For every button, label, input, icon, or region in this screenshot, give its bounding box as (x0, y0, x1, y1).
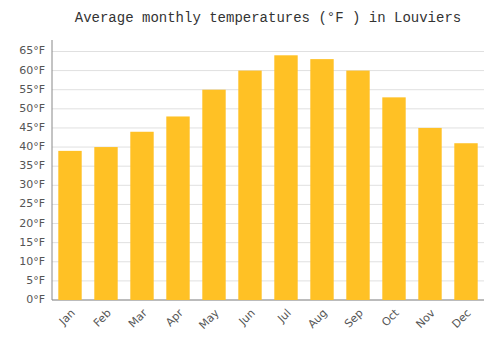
bar (94, 147, 117, 300)
grid-line (52, 51, 484, 52)
y-grid (52, 51, 484, 300)
chart-svg: 0°F 5°F 10°F 15°F 20°F 25°F 30°F 35°F 40°F 45°F 50… (0, 0, 500, 350)
chart-title: Average monthly temperatures (°F ) in Lo… (75, 10, 461, 26)
x-tick-label: Apr (163, 306, 186, 329)
bar (346, 71, 369, 300)
bar (166, 116, 189, 300)
x-tick-label: Feb (91, 307, 114, 330)
chart-container: 0°F 5°F 10°F 15°F 20°F 25°F 30°F 35°F 40°F 45°F 50… (0, 0, 500, 350)
bar (130, 132, 153, 300)
y-tick-label: 60°F (19, 64, 45, 77)
x-tick-label: Nov (413, 306, 438, 331)
y-tick-label: 45°F (19, 121, 45, 134)
y-tick-label: 20°F (19, 217, 45, 230)
y-tick-label: 15°F (19, 236, 45, 249)
x-tick-label: Mar (126, 306, 150, 330)
y-tick-label: 35°F (19, 159, 45, 172)
bar (310, 59, 333, 300)
x-tick-label: May (196, 306, 222, 332)
bar (454, 143, 477, 300)
y-tick-label: 5°F (26, 274, 45, 287)
x-tick-label: Aug (305, 307, 329, 331)
grid-line (52, 70, 484, 71)
y-axis-line (52, 40, 53, 300)
x-tick-label: Jan (56, 307, 78, 329)
bar (58, 151, 81, 300)
y-tick-label: 25°F (19, 197, 45, 210)
grid-line (52, 89, 484, 90)
bar (274, 55, 297, 300)
x-tick-label: Oct (379, 306, 402, 329)
bar (202, 90, 225, 300)
x-tick-labels: Jan Feb Mar Apr May Jun Jul Aug Sep Oct Nov Dec (56, 306, 474, 332)
bars (58, 55, 477, 300)
y-tick-label: 50°F (19, 102, 45, 115)
x-tick-label: Sep (342, 307, 366, 331)
y-tick-label: 30°F (19, 178, 45, 191)
bar (382, 97, 405, 300)
x-tick-label: Jun (236, 307, 258, 329)
y-tick-label: 0°F (26, 293, 45, 306)
grid-line (52, 108, 484, 109)
x-tick-label: Dec (450, 307, 474, 331)
y-tick-labels: 0°F 5°F 10°F 15°F 20°F 25°F 30°F 35°F 40°F 45°F 50… (19, 44, 45, 306)
y-tick-label: 10°F (19, 255, 45, 268)
y-tick-label: 65°F (19, 44, 45, 57)
y-tick-label: 40°F (19, 140, 45, 153)
x-tick-label: Jul (274, 307, 293, 326)
y-tick-label: 55°F (19, 83, 45, 96)
bar (238, 71, 261, 300)
bar (418, 128, 441, 300)
